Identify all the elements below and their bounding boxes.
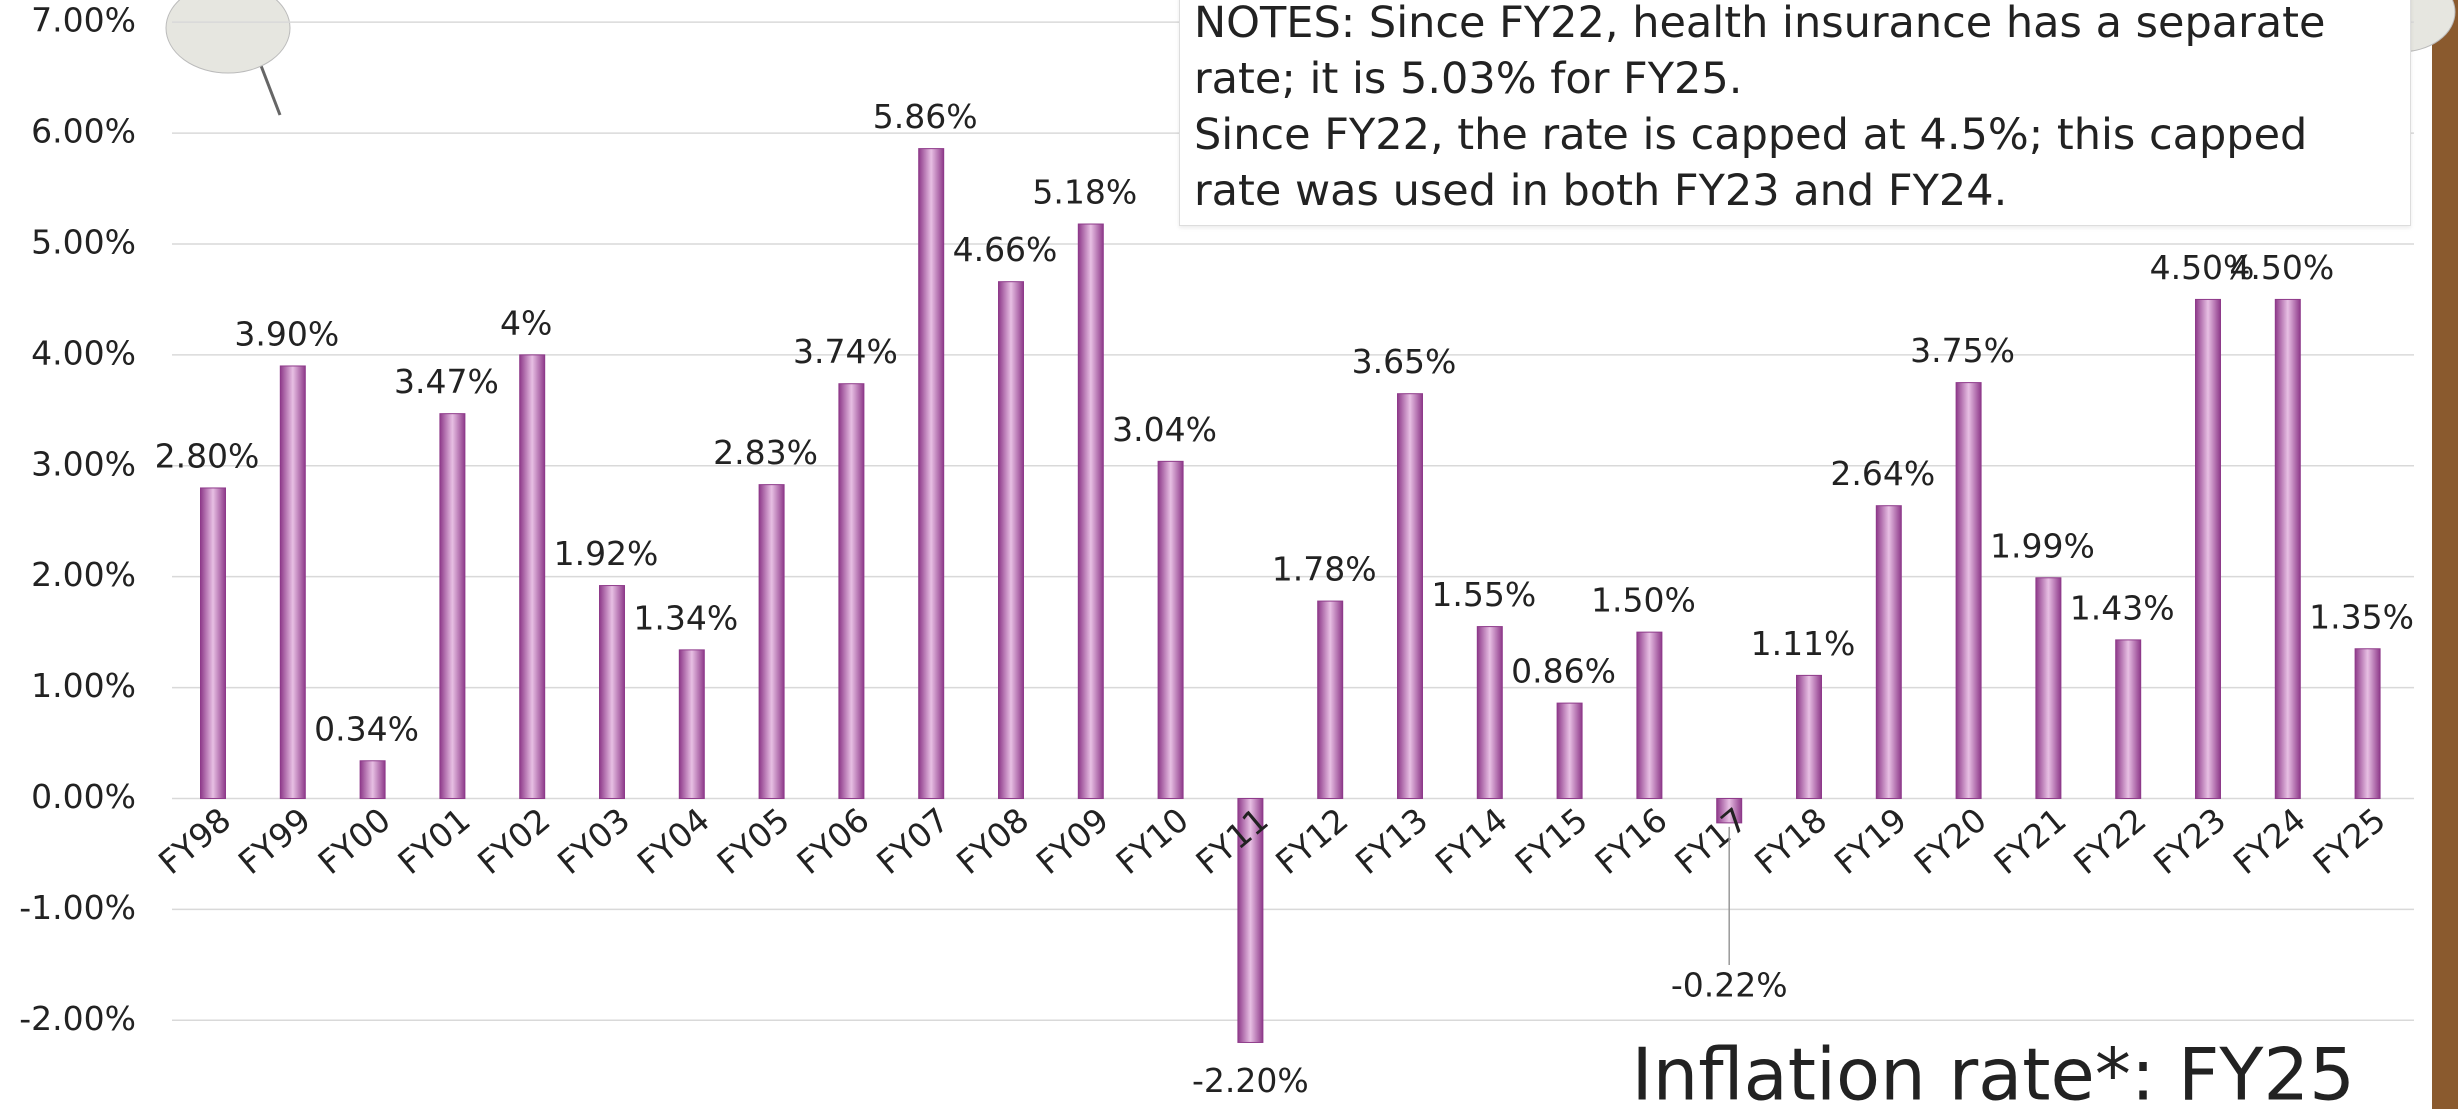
x-tick-label: FY15: [1508, 800, 1595, 882]
y-tick-label: 3.00%: [31, 444, 136, 483]
bar: [2196, 299, 2221, 798]
value-label: 1.34%: [633, 598, 738, 637]
x-tick-label: FY98: [151, 800, 238, 882]
value-label: 2.80%: [155, 436, 260, 475]
y-tick-label: 4.00%: [31, 333, 136, 372]
value-label: 4.66%: [953, 230, 1058, 269]
x-tick-label: FY06: [789, 800, 876, 882]
bar: [1956, 383, 1981, 799]
bar: [2116, 640, 2141, 799]
x-tick-label: FY02: [470, 800, 557, 882]
value-label: -2.20%: [1192, 1061, 1309, 1100]
x-tick-label: FY10: [1109, 800, 1196, 882]
y-tick-label: 2.00%: [31, 555, 136, 594]
x-tick-label: FY01: [390, 800, 477, 882]
x-tick-label: FY20: [1907, 800, 1994, 882]
x-tick-label: FY08: [949, 800, 1036, 882]
bar: [1557, 703, 1582, 798]
notes-box: NOTES: Since FY22, health insurance has …: [1179, 0, 2411, 226]
value-label: 3.47%: [394, 362, 499, 401]
bar: [520, 355, 545, 799]
x-tick-label: FY12: [1268, 800, 1355, 882]
value-label: 1.78%: [1272, 550, 1377, 589]
y-tick-label: -1.00%: [19, 888, 136, 927]
y-tick-label: 0.00%: [31, 777, 136, 816]
value-label: 0.34%: [314, 709, 419, 748]
value-label: 3.65%: [1352, 342, 1457, 381]
bar: [201, 488, 226, 799]
bar: [600, 586, 625, 799]
bar: [360, 761, 385, 799]
note: Since FY22, the rate is capped at 4.5%; …: [1194, 107, 2396, 219]
x-tick-label: FY07: [869, 800, 956, 882]
page: {"chart_data":{"type":"bar","title":"Inf…: [0, 0, 2458, 1109]
value-label: 1.43%: [2070, 588, 2175, 627]
x-tick-label: FY18: [1747, 800, 1834, 882]
pushpin: [166, 0, 290, 115]
bar: [1398, 394, 1423, 799]
bar: [280, 366, 305, 799]
value-label: 2.83%: [713, 433, 818, 472]
x-tick-label: FY24: [2226, 800, 2313, 882]
bar: [1158, 461, 1183, 798]
value-label: 4.50%: [2229, 248, 2334, 287]
bar: [839, 384, 864, 799]
value-label: 4%: [500, 303, 552, 342]
x-tick-label: FY09: [1029, 800, 1116, 882]
x-tick-label: FY99: [231, 800, 318, 882]
value-label: 5.86%: [873, 97, 978, 136]
y-tick-label: 6.00%: [31, 112, 136, 151]
x-tick-label: FY04: [630, 800, 717, 882]
value-label: 3.75%: [1910, 331, 2015, 370]
y-tick-label: -2.00%: [19, 999, 136, 1038]
value-label: 1.35%: [2309, 597, 2414, 636]
bar: [2036, 578, 2061, 799]
note: NOTES: Since FY22, health insurance has …: [1194, 0, 2396, 107]
value-label: 5.18%: [1032, 173, 1137, 212]
value-label: 3.90%: [234, 314, 339, 353]
value-label: 3.04%: [1112, 410, 1217, 449]
value-label: 2.64%: [1830, 454, 1935, 493]
bar: [1637, 632, 1662, 798]
x-tick-label: FY03: [550, 800, 637, 882]
cork-board: [2432, 0, 2458, 1109]
x-tick-label: FY13: [1348, 800, 1435, 882]
bar: [1797, 675, 1822, 798]
value-label: 1.99%: [1990, 526, 2095, 565]
bar: [919, 149, 944, 799]
chart-title: Inflation rate*: FY25: [1631, 1033, 2355, 1109]
x-tick-label: FY23: [2146, 800, 2233, 882]
bar: [679, 650, 704, 799]
x-tick-label: FY21: [1986, 800, 2073, 882]
value-label: -0.22%: [1671, 966, 1788, 1005]
bar: [440, 414, 465, 799]
value-label: 1.55%: [1431, 575, 1536, 614]
bar: [1477, 627, 1502, 799]
x-tick-label: FY05: [710, 800, 797, 882]
bar: [759, 485, 784, 799]
x-tick-label: FY25: [2306, 800, 2393, 882]
bar: [1318, 601, 1343, 798]
value-label: 3.74%: [793, 332, 898, 371]
value-label: 1.92%: [554, 534, 659, 573]
bar: [1078, 224, 1103, 798]
x-tick-label: FY16: [1587, 800, 1674, 882]
x-tick-label: FY22: [2066, 800, 2153, 882]
y-tick-label: 7.00%: [31, 1, 136, 40]
bar: [2355, 649, 2380, 799]
bar: [1876, 506, 1901, 799]
value-label: 1.11%: [1751, 624, 1856, 663]
bar: [999, 282, 1024, 799]
bar: [2275, 299, 2300, 798]
value-label: 0.86%: [1511, 652, 1616, 691]
x-tick-label: FY19: [1827, 800, 1914, 882]
value-label: 1.50%: [1591, 581, 1696, 620]
x-tick-label: FY14: [1428, 800, 1515, 882]
y-tick-label: 1.00%: [31, 666, 136, 705]
x-tick-label: FY00: [311, 800, 398, 882]
y-tick-label: 5.00%: [31, 222, 136, 261]
